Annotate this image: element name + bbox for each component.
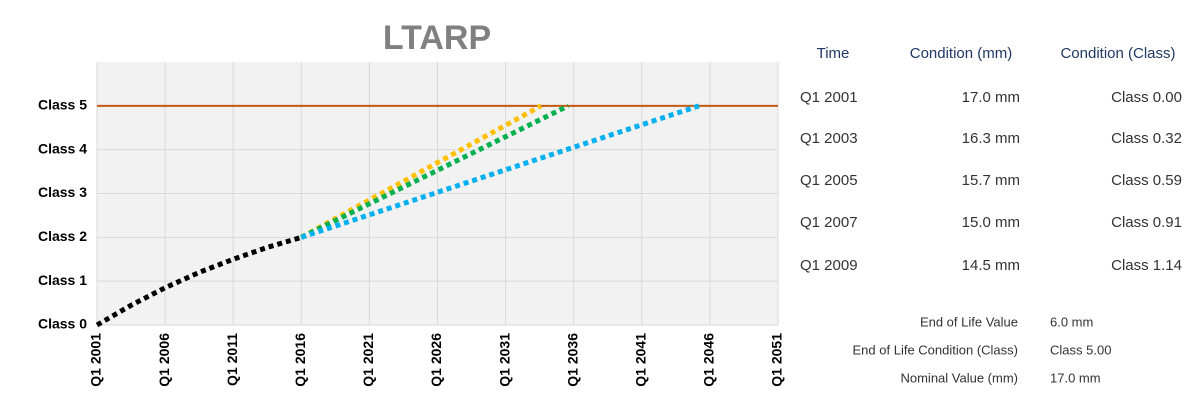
y-tick-label: Class 4: [38, 140, 87, 156]
summary-label: End of Life Condition (Class): [853, 342, 1018, 357]
table-cell: Class 0.91: [1111, 214, 1182, 231]
table-cell: 17.0 mm: [962, 89, 1020, 106]
table-cell: Q1 2001: [800, 89, 858, 106]
y-tick-label: Class 5: [38, 97, 87, 113]
y-tick-label: Class 2: [38, 228, 87, 244]
summary-value: 17.0 mm: [1050, 370, 1101, 385]
summary-value: Class 5.00: [1050, 342, 1111, 357]
x-tick-label: Q1 2036: [564, 333, 580, 387]
x-tick-label: Q1 2051: [769, 333, 785, 387]
table-cell: 14.5 mm: [962, 257, 1020, 274]
table-cell: Q1 2003: [800, 130, 858, 147]
summary-value: 6.0 mm: [1050, 314, 1093, 329]
x-tick-label: Q1 2041: [633, 333, 649, 387]
table-header: Condition (Class): [1060, 45, 1175, 62]
table-cell: Q1 2009: [800, 257, 858, 274]
series-line: [300, 103, 570, 240]
table-cell: Q1 2005: [800, 172, 858, 189]
table-cell: 15.7 mm: [962, 172, 1020, 189]
table-cell: 16.3 mm: [962, 130, 1020, 147]
y-tick-label: Class 1: [38, 272, 87, 288]
x-tick-label: Q1 2021: [360, 333, 376, 387]
table-cell: Q1 2007: [800, 214, 858, 231]
table-header: Condition (mm): [910, 45, 1013, 62]
x-tick-label: Q1 2031: [496, 333, 512, 387]
x-tick-label: Q1 2026: [428, 333, 444, 387]
table-cell: Class 0.00: [1111, 89, 1182, 106]
x-tick-label: Q1 2006: [156, 333, 172, 387]
table-cell: Class 0.59: [1111, 172, 1182, 189]
chart-title: LTARP: [383, 19, 491, 57]
table-header: Time: [817, 45, 850, 62]
y-tick-label: Class 3: [38, 184, 87, 200]
x-tick-label: Q1 2016: [292, 333, 308, 387]
x-tick-label: Q1 2001: [88, 333, 104, 387]
summary-label: Nominal Value (mm): [900, 370, 1018, 385]
table-cell: Class 0.32: [1111, 130, 1182, 147]
table-cell: 15.0 mm: [962, 214, 1020, 231]
series-line: [300, 103, 700, 240]
x-tick-label: Q1 2046: [701, 333, 717, 387]
x-tick-label: Q1 2011: [224, 333, 240, 386]
summary-label: End of Life Value: [920, 314, 1018, 329]
y-tick-label: Class 0: [38, 316, 87, 332]
table-cell: Class 1.14: [1111, 257, 1182, 274]
series-line: [95, 234, 303, 328]
